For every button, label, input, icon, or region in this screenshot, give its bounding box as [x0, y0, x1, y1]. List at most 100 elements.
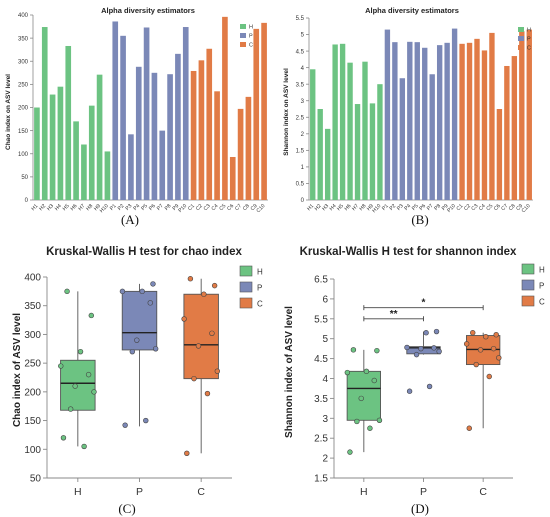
chart-a-bar — [88, 105, 95, 200]
panel-label-b: (B) — [411, 212, 428, 227]
panel-label-c: (C) — [118, 501, 135, 516]
chart-a-bar — [112, 21, 119, 200]
chart-c-point — [143, 417, 149, 424]
chart-a-x-tick-label: H4 — [54, 203, 63, 212]
chart-b-bar — [317, 109, 323, 200]
chart-b-bar — [496, 109, 503, 200]
chart-b-y-tick-label: 2 — [301, 132, 305, 138]
panel-label-d: (D) — [411, 501, 429, 516]
chart-a-x-tick-label: H8 — [85, 203, 94, 212]
chart-c-x-tick-label: C — [197, 486, 205, 498]
chart-a-x-tick-label: H3 — [46, 203, 55, 212]
chart-c-point — [147, 300, 153, 306]
chart-b-x-tick-label: P9 — [441, 203, 450, 212]
chart-d-point — [470, 330, 476, 336]
chart-b-x-tick-label: H5 — [336, 203, 345, 212]
chart-a-legend-swatch — [240, 42, 246, 47]
chart-a-bar — [229, 156, 236, 200]
chart-b-x-tick-label: P5 — [411, 203, 420, 212]
chart-a-bar — [34, 107, 40, 200]
chart-a-legend-label: C — [249, 43, 253, 49]
chart-b-bar — [526, 29, 532, 200]
chart-c-point — [122, 422, 128, 428]
chart-b-bar — [324, 128, 331, 200]
chart-c-legend-swatch — [239, 265, 253, 277]
chart-d-y-tick-label: 3.5 — [314, 394, 328, 405]
chart-b-y-tick-label: 4.5 — [296, 49, 305, 55]
chart-d-title: Kruskal-Wallis H test for shannon index — [300, 246, 517, 258]
chart-c-point — [191, 375, 197, 382]
chart-b-x-tick-label: P4 — [403, 203, 412, 212]
chart-b-bar — [429, 74, 435, 200]
chart-b-x-tick-label: C6 — [493, 203, 502, 212]
chart-b-legend-swatch — [518, 36, 524, 41]
chart-b-x-tick-label: P6 — [418, 203, 427, 212]
chart-b-bar — [519, 31, 525, 201]
chart-b-bar — [436, 45, 443, 200]
chart-b-x-tick-label: P8 — [433, 203, 442, 212]
chart-d-point — [358, 395, 364, 402]
chart-b-y-tick-label: 4 — [301, 66, 305, 72]
chart-c-legend-swatch — [239, 297, 253, 309]
chart-d-point — [426, 383, 433, 390]
chart-c-point — [77, 348, 84, 355]
chart-d-point — [436, 348, 442, 355]
chart-c-y-tick-label: 50 — [30, 474, 42, 485]
chart-a-y-tick-label: 100 — [18, 152, 29, 158]
chart-b-bar — [369, 103, 376, 200]
panel-label-a: (A) — [121, 212, 139, 227]
chart-a-x-tick-label: H10 — [99, 203, 110, 214]
chart-a-bar — [167, 74, 173, 200]
chart-c-point — [81, 443, 87, 450]
chart-c-x-tick-label: P — [136, 486, 143, 498]
chart-b-x-tick-label: P3 — [396, 203, 405, 212]
chart-d-y-tick-label: 5.5 — [314, 314, 328, 325]
chart-b-y-tick-label: 5.5 — [296, 16, 305, 22]
chart-a-x-tick-label: C6 — [226, 203, 235, 212]
chart-a-x-tick-label: H6 — [70, 203, 79, 212]
chart-c-point — [204, 390, 211, 397]
chart-b-bar — [474, 38, 480, 200]
chart-b-bar — [451, 28, 458, 200]
chart-b-bar — [332, 44, 338, 200]
chart-a-bar — [96, 74, 103, 200]
chart-d-legend-swatch — [521, 279, 535, 291]
chart-a-bar — [151, 72, 158, 200]
chart-a-bar — [135, 66, 142, 200]
chart-a-bar — [65, 45, 72, 200]
chart-c-legend-label: C — [257, 300, 263, 309]
chart-b-bar — [422, 47, 428, 201]
chart-c-point — [60, 435, 67, 441]
chart-d-legend-swatch — [521, 263, 535, 275]
chart-d-point — [350, 347, 357, 353]
chart-b-bar — [504, 65, 510, 201]
chart-c-y-tick-label: 200 — [24, 387, 41, 398]
chart-d-x-tick-label: H — [360, 486, 368, 498]
chart-panel-b: Alpha diversity estimators Shannon index… — [283, 6, 533, 214]
chart-d-plot: 1.522.533.544.555.566.5H P C*** — [314, 275, 513, 498]
chart-d-significance-label: ** — [390, 309, 398, 320]
chart-d-point — [371, 377, 377, 384]
chart-b-bar — [489, 32, 495, 201]
chart-b-bar — [339, 43, 346, 200]
chart-c-x-tick-label: H — [74, 486, 82, 498]
chart-d-y-tick-label: 2 — [322, 454, 328, 465]
chart-c-point — [67, 406, 74, 412]
chart-b-x-tick-label: P2 — [389, 203, 398, 212]
chart-b-bar — [362, 61, 368, 201]
chart-b-x-tick-label: C8 — [508, 203, 517, 212]
chart-b-bar — [347, 62, 353, 200]
chart-a-y-tick-label: 350 — [18, 36, 29, 42]
chart-b-ylabel: Shannon index on ASV level — [283, 68, 290, 156]
chart-a-bar — [245, 96, 252, 200]
chart-c-point — [64, 288, 70, 295]
chart-a-x-tick-label: P2 — [117, 203, 126, 212]
chart-a-x-tick-label: P8 — [164, 203, 173, 212]
chart-a-bar — [81, 144, 87, 200]
chart-a-bar — [175, 53, 181, 200]
chart-a-plot: 0 50 100 150 200 250 300 350 400 H1H2H3H4H5H6H7H8… — [18, 13, 268, 214]
chart-d-point — [483, 334, 489, 340]
chart-d-legend-label: H — [539, 266, 545, 275]
chart-d-point — [493, 332, 499, 338]
chart-b-legend-label: C — [527, 46, 531, 52]
